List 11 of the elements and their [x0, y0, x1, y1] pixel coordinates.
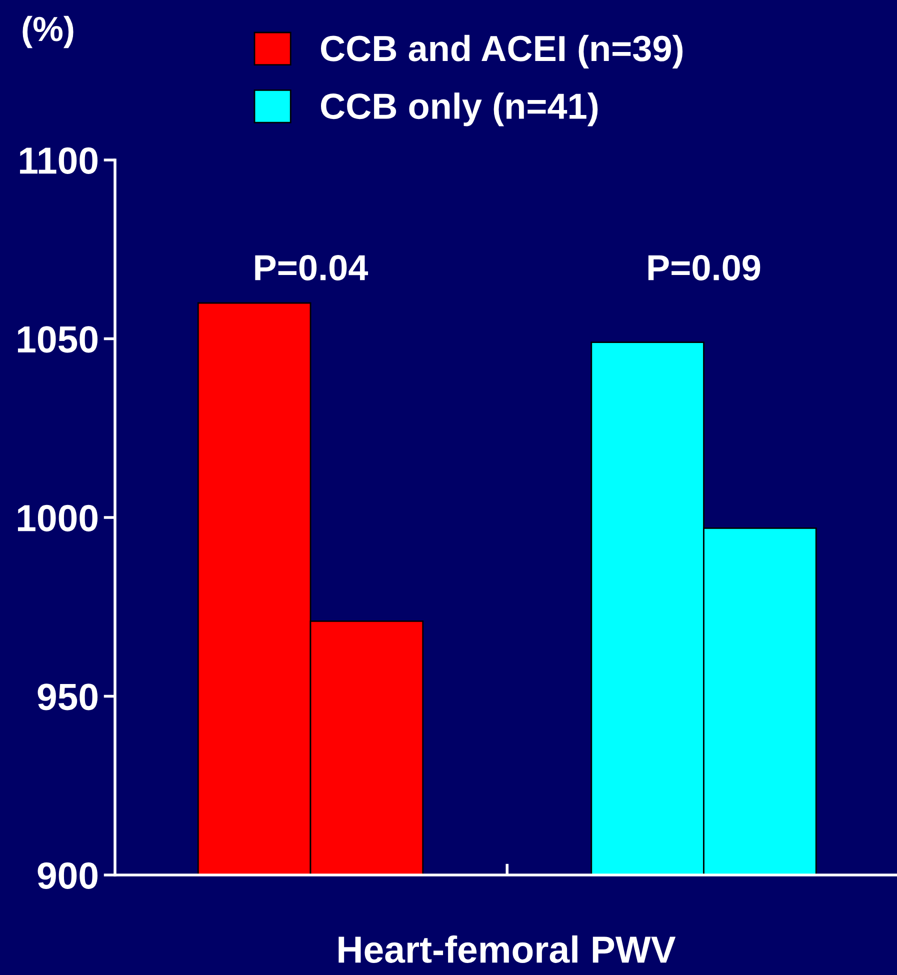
y-tick-label: 950: [38, 684, 98, 710]
legend-label: CCB and ACEI (n=39): [320, 34, 683, 69]
y-tick-label: 1100: [20, 147, 98, 174]
y-axis-title: (%): [22, 16, 74, 48]
x-axis-title: Heart-femoral PWV: [338, 935, 676, 963]
annotation: P=0.09: [648, 254, 760, 281]
legend-label: CCB only (n=41): [320, 92, 598, 126]
y-tick-label: 1050: [18, 326, 98, 353]
y-tick-label: 900: [38, 862, 98, 889]
y-tick-label: 1000: [18, 504, 98, 532]
annotation: P=0.04: [255, 254, 368, 281]
